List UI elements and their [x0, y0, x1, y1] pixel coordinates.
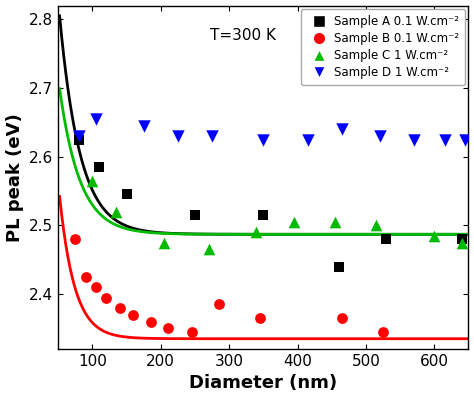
Point	[75, 133, 82, 139]
Point	[116, 304, 124, 311]
Point	[123, 191, 130, 198]
Point	[373, 222, 380, 228]
Point	[129, 312, 137, 318]
Point	[338, 126, 346, 133]
Point	[430, 232, 438, 239]
Point	[458, 239, 465, 246]
Point	[205, 246, 212, 253]
Point	[174, 133, 182, 139]
Point	[140, 123, 147, 129]
Point	[458, 236, 465, 242]
Point	[335, 263, 342, 270]
Point	[188, 329, 195, 335]
Point	[215, 301, 223, 308]
Point	[102, 295, 110, 301]
Point	[112, 209, 120, 215]
Point	[208, 133, 216, 139]
Point	[461, 137, 469, 143]
Y-axis label: PL peak (eV): PL peak (eV)	[6, 113, 24, 242]
Point	[338, 315, 346, 321]
Point	[260, 212, 267, 218]
Point	[376, 133, 383, 139]
Point	[95, 164, 103, 170]
Point	[72, 236, 79, 242]
Point	[147, 318, 155, 325]
Point	[383, 236, 390, 242]
Point	[92, 284, 100, 291]
Point	[260, 137, 267, 143]
Point	[92, 116, 100, 122]
X-axis label: Diameter (nm): Diameter (nm)	[189, 375, 337, 392]
Point	[304, 137, 311, 143]
Point	[379, 329, 387, 335]
Point	[89, 178, 96, 184]
Text: T=300 K: T=300 K	[210, 28, 276, 43]
Point	[441, 137, 448, 143]
Point	[191, 212, 199, 218]
Point	[75, 137, 82, 143]
Point	[164, 325, 172, 332]
Point	[253, 229, 260, 236]
Point	[290, 219, 298, 225]
Point	[256, 315, 264, 321]
Point	[410, 137, 418, 143]
Point	[160, 239, 168, 246]
Legend: Sample A 0.1 W.cm⁻², Sample B 0.1 W.cm⁻², Sample C 1 W.cm⁻², Sample D 1 W.cm⁻²: Sample A 0.1 W.cm⁻², Sample B 0.1 W.cm⁻²…	[301, 9, 465, 85]
Point	[331, 219, 339, 225]
Point	[82, 274, 90, 280]
